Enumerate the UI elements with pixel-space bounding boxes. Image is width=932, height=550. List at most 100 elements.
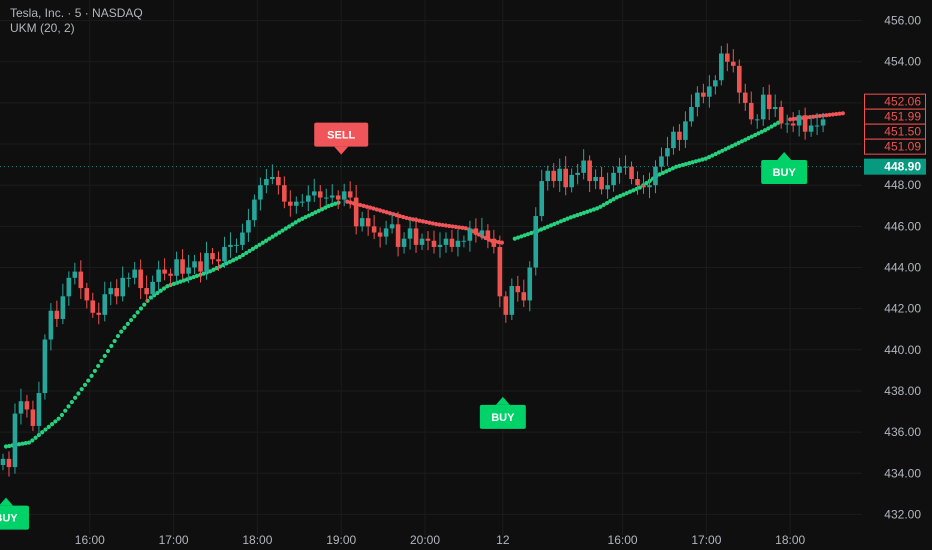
trail-dot bbox=[772, 122, 778, 127]
buy-signal: BUY bbox=[761, 151, 808, 184]
trail-dot bbox=[23, 441, 28, 446]
trail-dot bbox=[122, 325, 127, 330]
price-tag-label: 451.99 bbox=[884, 110, 921, 124]
trail-dot bbox=[267, 236, 272, 241]
candle-body bbox=[132, 269, 137, 278]
trail-dot bbox=[683, 161, 689, 167]
trail-dot bbox=[512, 236, 517, 241]
candle-body bbox=[228, 244, 233, 247]
candle-body bbox=[569, 174, 574, 188]
candle-body bbox=[772, 107, 778, 110]
trail-dot bbox=[817, 113, 822, 119]
signal-box bbox=[479, 404, 526, 429]
price-tick-label: 432.00 bbox=[884, 507, 921, 521]
trail-dot bbox=[827, 112, 832, 117]
trail-dot bbox=[138, 306, 144, 311]
signal-pointer bbox=[334, 146, 349, 155]
candle-body bbox=[150, 281, 155, 295]
trail-dot bbox=[7, 443, 12, 449]
trail-dot bbox=[581, 210, 587, 215]
candle-body bbox=[401, 238, 407, 247]
candle-body bbox=[497, 246, 503, 297]
signal-pointer bbox=[495, 396, 510, 405]
trail-dot bbox=[733, 142, 738, 147]
trail-dot bbox=[424, 219, 429, 225]
trail-dot bbox=[96, 363, 101, 369]
trail-dot bbox=[181, 278, 186, 283]
sell-signal: SELL bbox=[314, 122, 369, 155]
trail-dot bbox=[457, 225, 462, 230]
trail-dot bbox=[624, 191, 629, 196]
candle-body bbox=[449, 238, 455, 247]
price-tag-label: 448.90 bbox=[884, 160, 921, 174]
trail-dot bbox=[410, 217, 416, 222]
trail-dot bbox=[542, 226, 547, 231]
trail-dot bbox=[381, 209, 386, 214]
price-tick-label: 448.00 bbox=[884, 178, 921, 192]
candle-body bbox=[54, 310, 60, 319]
trail-dot bbox=[756, 131, 761, 136]
candle-body bbox=[72, 271, 78, 278]
trail-dot bbox=[105, 348, 111, 354]
price-tag-box bbox=[864, 138, 926, 155]
trail-dot bbox=[364, 204, 370, 209]
trail-dot bbox=[119, 329, 124, 334]
indicator-legend[interactable]: UKM (20, 2) bbox=[10, 21, 75, 35]
candle-body bbox=[437, 244, 443, 247]
trail-dot bbox=[165, 284, 170, 289]
candle-body bbox=[431, 240, 437, 247]
trail-dot bbox=[102, 353, 107, 359]
trail-dot bbox=[674, 164, 679, 169]
candle-body bbox=[725, 53, 730, 62]
trail-dot bbox=[82, 382, 88, 387]
candle-body bbox=[216, 259, 221, 262]
trail-dot bbox=[568, 215, 573, 220]
trail-dot bbox=[250, 246, 256, 251]
candle-body bbox=[778, 107, 784, 124]
trail-dot bbox=[522, 233, 527, 238]
candles bbox=[0, 43, 826, 477]
candle-body bbox=[796, 115, 802, 126]
candle-body bbox=[407, 228, 413, 239]
trail-dot bbox=[76, 391, 81, 396]
trail-dot bbox=[53, 419, 58, 424]
trail-dot bbox=[319, 207, 325, 212]
trail-dot bbox=[125, 321, 130, 327]
trail-dot bbox=[657, 172, 662, 177]
time-tick-label: 16:00 bbox=[75, 533, 105, 547]
candle-body bbox=[276, 176, 281, 186]
price-tick-label: 454.00 bbox=[884, 55, 921, 69]
candle-body bbox=[341, 191, 347, 200]
trail-dot bbox=[17, 442, 22, 447]
trail-dot bbox=[693, 159, 698, 164]
trail-dot bbox=[834, 111, 839, 117]
candle-body bbox=[48, 310, 54, 340]
trail-dot bbox=[257, 242, 262, 247]
price-tick-label: 436.00 bbox=[884, 425, 921, 439]
price-tag-label: 451.09 bbox=[884, 140, 921, 154]
candle-body bbox=[551, 170, 557, 182]
trail-dot bbox=[837, 111, 842, 116]
candle-body bbox=[695, 92, 700, 107]
trail-dot bbox=[575, 213, 580, 218]
trail-dot bbox=[155, 290, 160, 296]
trail-dot bbox=[762, 128, 768, 133]
candle-body bbox=[587, 160, 592, 182]
candle-body bbox=[635, 179, 640, 186]
candle-body bbox=[713, 80, 718, 87]
candle-body bbox=[491, 238, 497, 247]
candle-body bbox=[323, 197, 329, 199]
trail-dot bbox=[214, 266, 219, 271]
trail-dot bbox=[73, 395, 78, 400]
trail-dot bbox=[247, 248, 252, 254]
trail-dot bbox=[171, 281, 176, 286]
candle-body bbox=[90, 300, 96, 313]
candle-body bbox=[784, 123, 790, 125]
time-axis[interactable]: 16:00 17:00 18:00 19:00 20:00 12 16:00 17:00 18:… bbox=[75, 533, 806, 547]
candle-body bbox=[593, 176, 598, 182]
trail-dot bbox=[720, 148, 725, 153]
symbol-title[interactable]: Tesla, Inc. · 5 · NASDAQ bbox=[10, 6, 143, 20]
price-tick-label: 456.00 bbox=[884, 14, 921, 28]
candle-body bbox=[719, 53, 724, 81]
